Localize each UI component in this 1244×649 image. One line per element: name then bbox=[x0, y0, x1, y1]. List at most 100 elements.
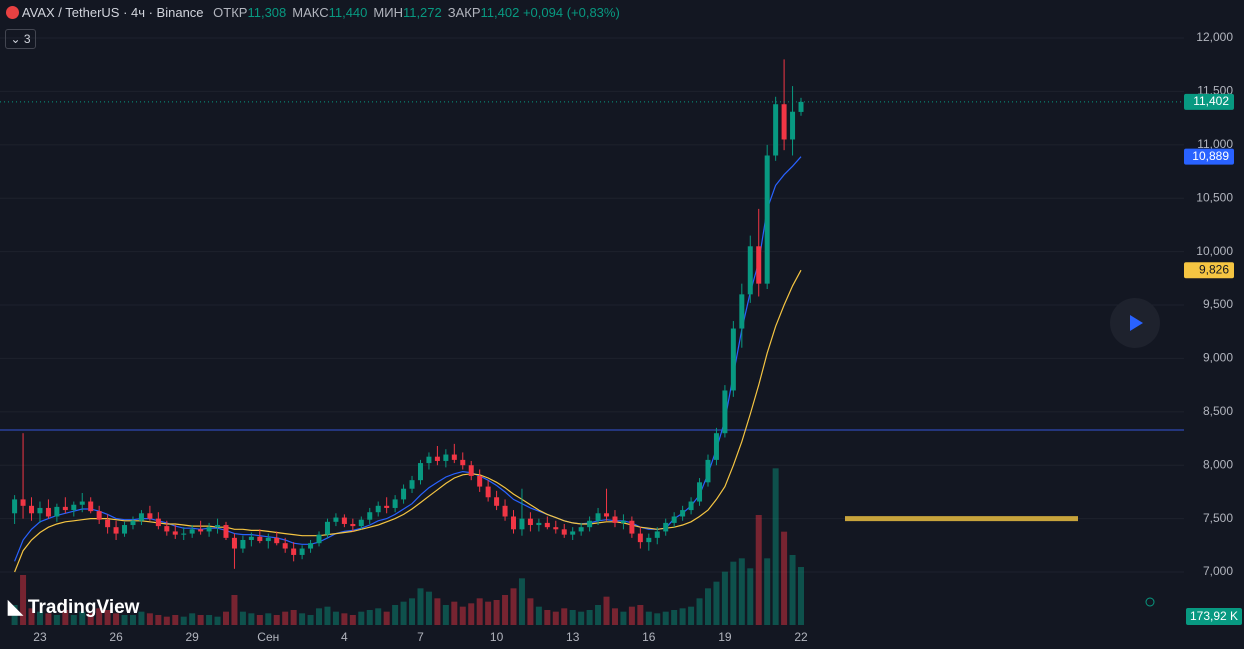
volume-bar bbox=[129, 615, 136, 625]
price-badge bbox=[1184, 93, 1234, 110]
candle-body bbox=[20, 499, 26, 506]
candle-body bbox=[561, 529, 567, 535]
moving-average bbox=[14, 269, 802, 573]
ohlc-label: ОТКР bbox=[213, 5, 248, 20]
volume-bar bbox=[434, 598, 441, 625]
candle-body bbox=[384, 505, 390, 508]
volume-bar bbox=[155, 615, 162, 625]
volume-bar bbox=[172, 615, 179, 625]
y-tick-label: 8,500 bbox=[1203, 404, 1233, 418]
volume-bar bbox=[282, 611, 289, 625]
candle-body bbox=[257, 536, 263, 542]
volume-bar bbox=[138, 611, 145, 625]
volume-bar bbox=[197, 615, 204, 625]
candle-body bbox=[358, 519, 364, 527]
volume-bar bbox=[637, 605, 644, 625]
volume-bar bbox=[256, 615, 263, 625]
watermark-text: TradingView bbox=[27, 597, 140, 618]
volume-bar bbox=[36, 611, 43, 625]
price-badge-label: 9,826 bbox=[1199, 262, 1229, 276]
volume-bar bbox=[451, 601, 458, 625]
volume-bar bbox=[11, 605, 18, 625]
candle-body bbox=[426, 456, 432, 464]
volume-bar bbox=[662, 611, 669, 625]
symbol-icon bbox=[6, 6, 19, 19]
candle-body bbox=[215, 525, 221, 528]
volume-bar bbox=[493, 600, 500, 625]
volume-bar bbox=[121, 615, 128, 625]
candle-body bbox=[544, 522, 550, 528]
candle-body bbox=[172, 531, 178, 535]
candle-body bbox=[248, 536, 254, 540]
x-tick-label: 16 bbox=[642, 630, 656, 644]
x-tick-label: 7 bbox=[417, 630, 424, 644]
candle-body bbox=[688, 501, 694, 511]
y-tick-label: 8,000 bbox=[1203, 457, 1233, 471]
volume-bar bbox=[206, 615, 213, 625]
candle-body bbox=[485, 486, 491, 498]
moving-average bbox=[14, 156, 802, 562]
volume-bar bbox=[781, 531, 788, 625]
volume-bar bbox=[603, 596, 610, 625]
candle-body bbox=[595, 513, 601, 521]
volume-bar bbox=[645, 611, 652, 625]
volume-bar bbox=[265, 613, 272, 625]
price-badge bbox=[1184, 262, 1234, 279]
x-tick-label: 10 bbox=[490, 630, 504, 644]
x-tick-label: 22 bbox=[794, 630, 808, 644]
volume-bar bbox=[28, 608, 35, 625]
y-tick-label: 10,500 bbox=[1196, 190, 1233, 204]
candle-body bbox=[223, 525, 229, 538]
candle-body bbox=[519, 518, 525, 530]
y-tick-label: 10,000 bbox=[1196, 244, 1233, 258]
volume-bar bbox=[180, 616, 187, 625]
indicators-toggle[interactable]: ⌄ 3 bbox=[5, 29, 36, 49]
plot-area bbox=[0, 37, 1184, 625]
candle-body bbox=[511, 516, 517, 530]
candle-body bbox=[527, 518, 533, 526]
volume-bar bbox=[383, 611, 390, 625]
candle-body bbox=[164, 526, 170, 532]
ohlc: ОТКР11,308 МАКС11,440 МИН11,272 ЗАКР11,402 bbox=[207, 5, 519, 20]
candle-body bbox=[443, 454, 449, 461]
volume-bar bbox=[747, 568, 754, 625]
candle-body bbox=[477, 475, 483, 487]
candle-body bbox=[697, 482, 703, 502]
volume-badge bbox=[1186, 608, 1242, 625]
candle-body bbox=[756, 246, 762, 284]
settings-icon[interactable] bbox=[1145, 597, 1155, 607]
ohlc-label: МИН bbox=[373, 5, 403, 20]
candle-body bbox=[105, 519, 111, 528]
candle-body bbox=[663, 522, 669, 532]
volume-badge-label: 173,92 K bbox=[1190, 609, 1238, 623]
volume-bar bbox=[620, 611, 627, 625]
candle-body bbox=[367, 512, 373, 520]
candle-body bbox=[29, 505, 35, 514]
candle-body bbox=[680, 510, 686, 517]
candle-body bbox=[620, 520, 626, 523]
volume-bar bbox=[341, 613, 348, 625]
candle-body bbox=[12, 499, 18, 514]
play-icon bbox=[1130, 315, 1143, 331]
candle-body bbox=[401, 488, 407, 500]
volume-bar bbox=[476, 598, 483, 625]
volume-bar bbox=[87, 613, 94, 625]
volume-bar bbox=[273, 615, 280, 625]
volume-bar bbox=[552, 611, 559, 625]
volume-bar bbox=[798, 567, 805, 625]
volume-bar bbox=[696, 598, 703, 625]
candle-body bbox=[138, 513, 144, 521]
volume-bar bbox=[527, 598, 534, 625]
candle-body bbox=[198, 529, 204, 532]
candle-body bbox=[417, 463, 423, 481]
candle-body bbox=[730, 328, 736, 391]
candle-body bbox=[604, 513, 610, 517]
volume-bar bbox=[307, 615, 314, 625]
candle-body bbox=[494, 497, 500, 506]
x-tick-label: 19 bbox=[718, 630, 732, 644]
volume-bar bbox=[349, 615, 356, 625]
y-tick-label: 7,500 bbox=[1203, 511, 1233, 525]
candle-body bbox=[350, 523, 356, 527]
volume-bar bbox=[96, 608, 103, 625]
